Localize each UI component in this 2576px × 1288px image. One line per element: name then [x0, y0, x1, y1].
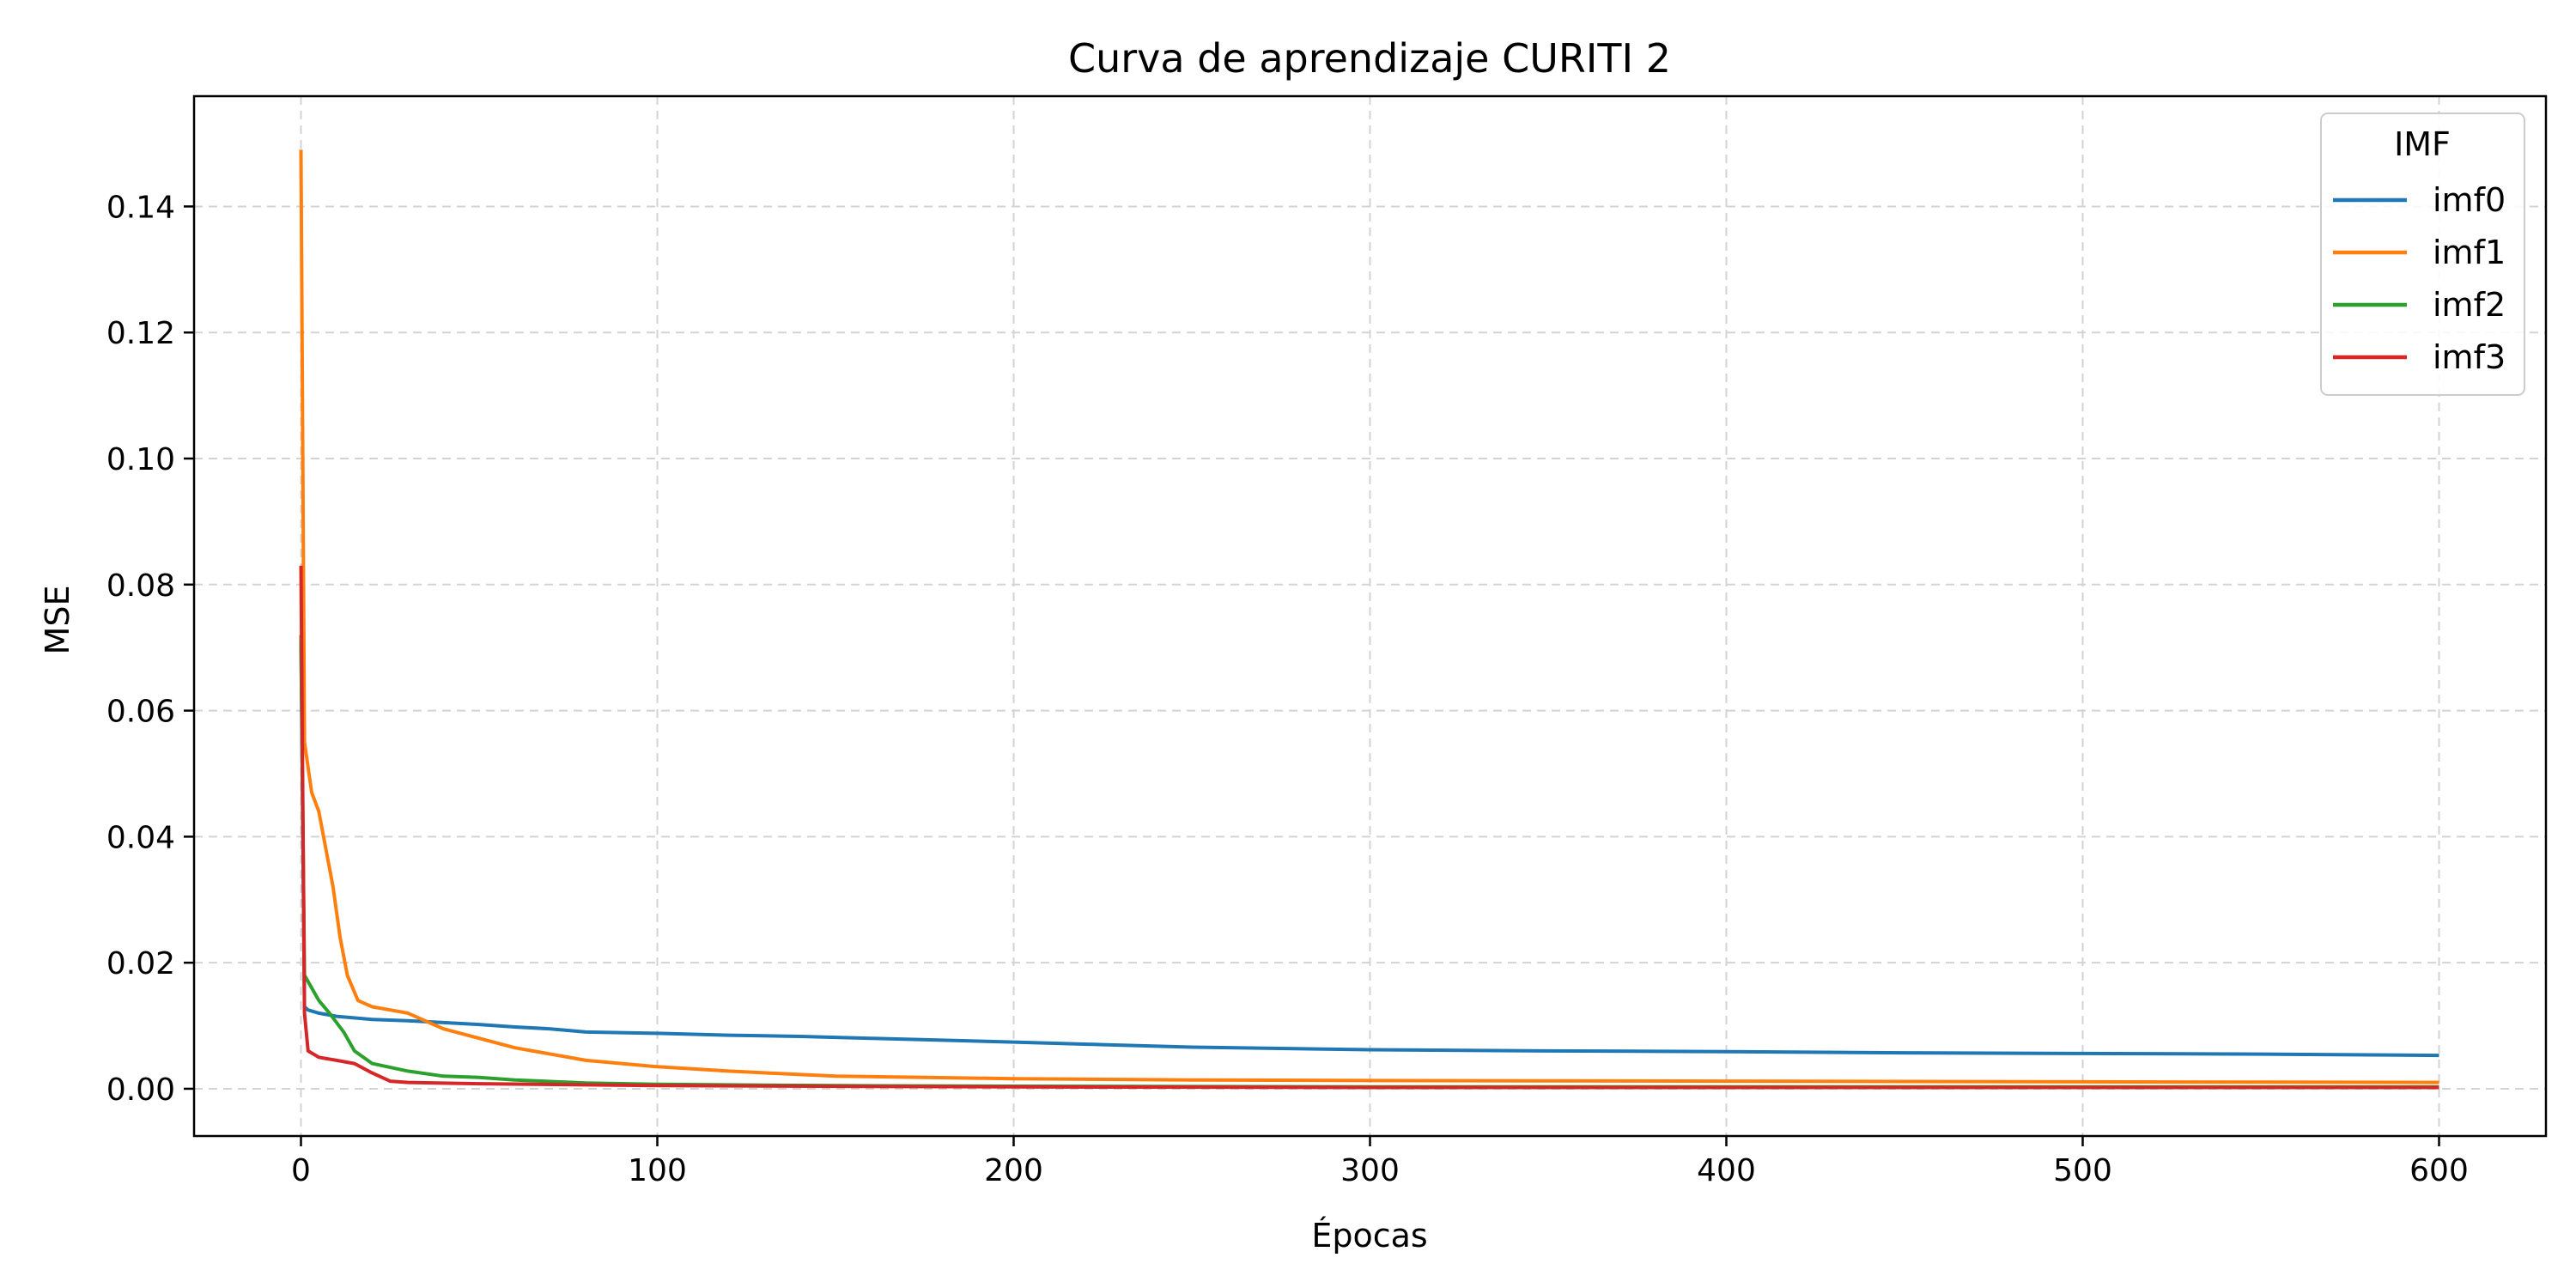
y-tick-label: 0.10: [106, 442, 175, 477]
y-axis-ticks: 0.00 0.02 0.04 0.06 0.08 0.10 0.12 0.14: [106, 190, 194, 1108]
y-axis-label: MSE: [39, 586, 76, 655]
legend-title: IMF: [2394, 125, 2451, 163]
legend-label-imf2: imf2: [2433, 286, 2506, 324]
legend-label-imf0: imf0: [2433, 181, 2506, 219]
y-tick-label: 0.14: [106, 190, 175, 225]
chart-title: Curva de aprendizaje CURITI 2: [1068, 35, 1671, 82]
x-tick-label: 600: [2409, 1153, 2469, 1188]
x-tick-label: 0: [291, 1153, 311, 1188]
legend-box: [2320, 112, 2525, 396]
y-tick-label: 0.12: [106, 316, 175, 351]
y-tick-label: 0.02: [106, 946, 175, 981]
x-tick-label: 400: [1697, 1153, 1756, 1188]
series-line-imf0: [299, 641, 2439, 1058]
y-tick-label: 0.00: [106, 1072, 175, 1108]
legend-label-imf3: imf3: [2433, 338, 2506, 376]
legend-label-imf1: imf1: [2433, 234, 2506, 271]
x-tick-label: 300: [1340, 1153, 1400, 1188]
y-tick-label: 0.06: [106, 695, 175, 730]
x-tick-label: 100: [628, 1153, 687, 1188]
x-axis-ticks: 0 100 200 300 400 500 600: [291, 1136, 2469, 1188]
grid: [194, 96, 2546, 1136]
series-lines: [299, 149, 2439, 1090]
y-tick-label: 0.08: [106, 568, 175, 604]
x-tick-label: 500: [2053, 1153, 2112, 1188]
x-tick-label: 200: [984, 1153, 1043, 1188]
series-line-imf1: [299, 149, 2439, 1084]
x-axis-label: Épocas: [1311, 1217, 1427, 1255]
y-tick-label: 0.04: [106, 820, 175, 855]
series-line-imf3: [299, 565, 2439, 1090]
legend: IMF imf0 imf1 imf2 imf3: [2320, 112, 2525, 396]
